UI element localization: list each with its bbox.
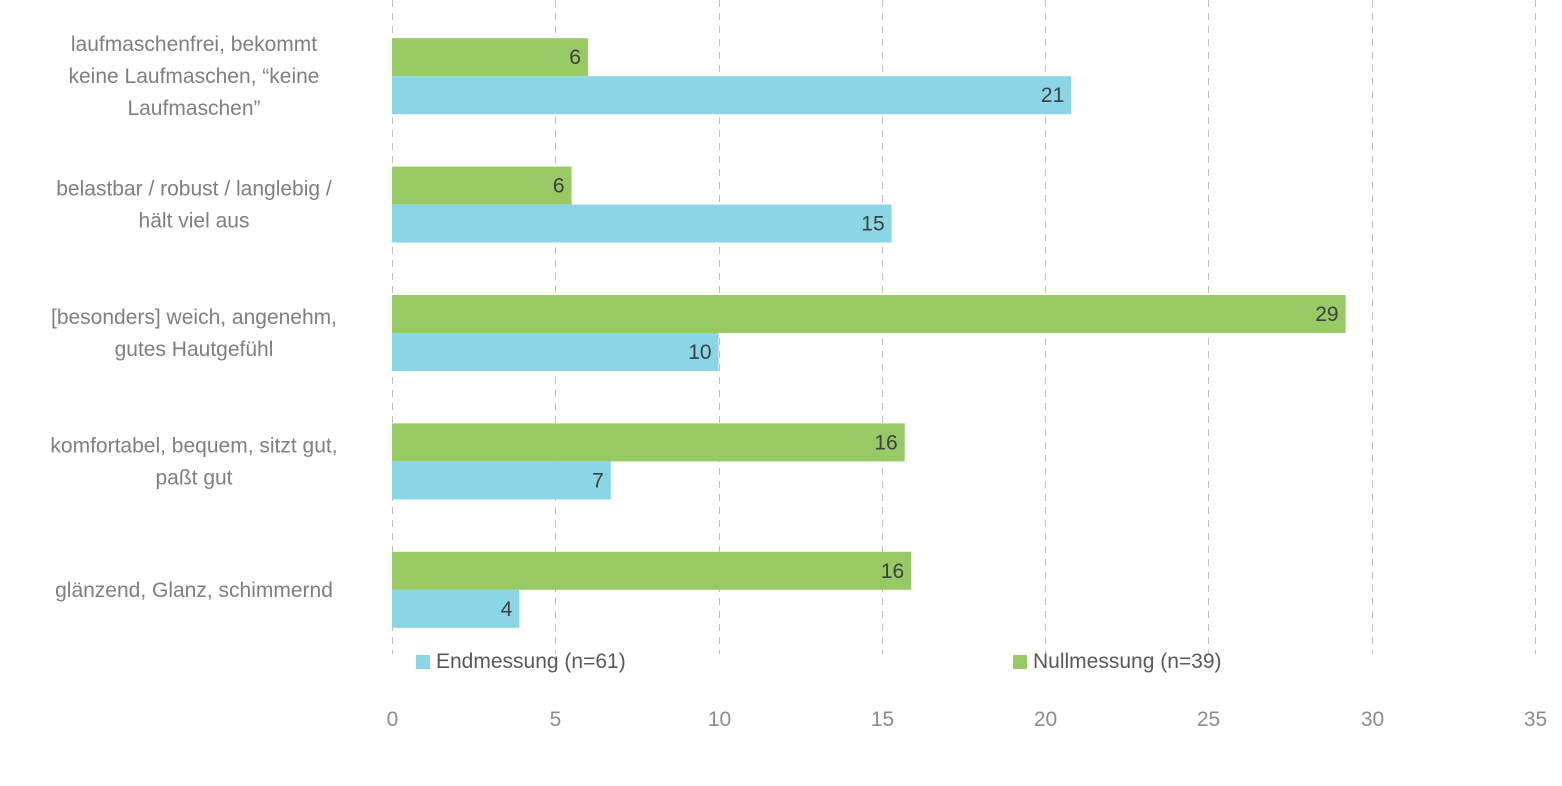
category-label: paßt gut (155, 466, 232, 489)
category-label: komfortabel, bequem, sitzt gut, (50, 434, 337, 457)
x-tick-label: 30 (1361, 708, 1384, 731)
x-tick-label: 25 (1197, 708, 1220, 731)
bar-endmessung (392, 333, 719, 371)
legend-swatch-nullmessung (1013, 655, 1027, 669)
bar-endmessung (392, 205, 892, 243)
data-label: 29 (1315, 303, 1338, 326)
bar-nullmessung (392, 38, 588, 76)
legend-item-nullmessung: Nullmessung (n=39) (1013, 650, 1222, 674)
legend: Endmessung (n=61) Nullmessung (n=39) (0, 650, 1562, 680)
data-label: 6 (553, 175, 565, 198)
x-tick-label: 15 (871, 708, 894, 731)
data-label: 7 (592, 469, 604, 492)
data-label: 6 (569, 46, 581, 69)
x-tick-label: 5 (550, 708, 562, 731)
category-label: belastbar / robust / langlebig / (56, 178, 332, 201)
legend-label-endmessung: Endmessung (n=61) (436, 650, 626, 674)
data-label: 15 (861, 213, 884, 236)
legend-swatch-endmessung (416, 655, 430, 669)
data-label: 10 (688, 341, 711, 364)
category-label: [besonders] weich, angenehm, (51, 306, 337, 329)
data-label: 16 (874, 431, 897, 454)
x-tick-label: 10 (708, 708, 731, 731)
bar-nullmessung (392, 295, 1346, 333)
bar-endmessung (392, 76, 1071, 114)
category-label: Laufmaschen” (127, 97, 260, 120)
bar-nullmessung (392, 423, 905, 461)
data-label: 4 (501, 598, 513, 621)
data-label: 21 (1041, 84, 1064, 107)
x-tick-label: 35 (1524, 708, 1547, 731)
x-tick-label: 0 (387, 708, 399, 731)
x-tick-label: 20 (1034, 708, 1057, 731)
category-label: glänzend, Glanz, schimmernd (55, 579, 333, 602)
bar-endmessung (392, 461, 611, 499)
data-label: 16 (881, 560, 904, 583)
category-label: hält viel aus (139, 210, 250, 233)
bar-nullmessung (392, 167, 572, 205)
category-label: keine Laufmaschen, “keine (69, 65, 320, 88)
legend-item-endmessung: Endmessung (n=61) (416, 650, 626, 674)
legend-label-nullmessung: Nullmessung (n=39) (1033, 650, 1222, 674)
category-label: gutes Hautgefühl (115, 338, 274, 361)
category-label: laufmaschenfrei, bekommt (71, 33, 317, 56)
bar-nullmessung (392, 552, 911, 590)
